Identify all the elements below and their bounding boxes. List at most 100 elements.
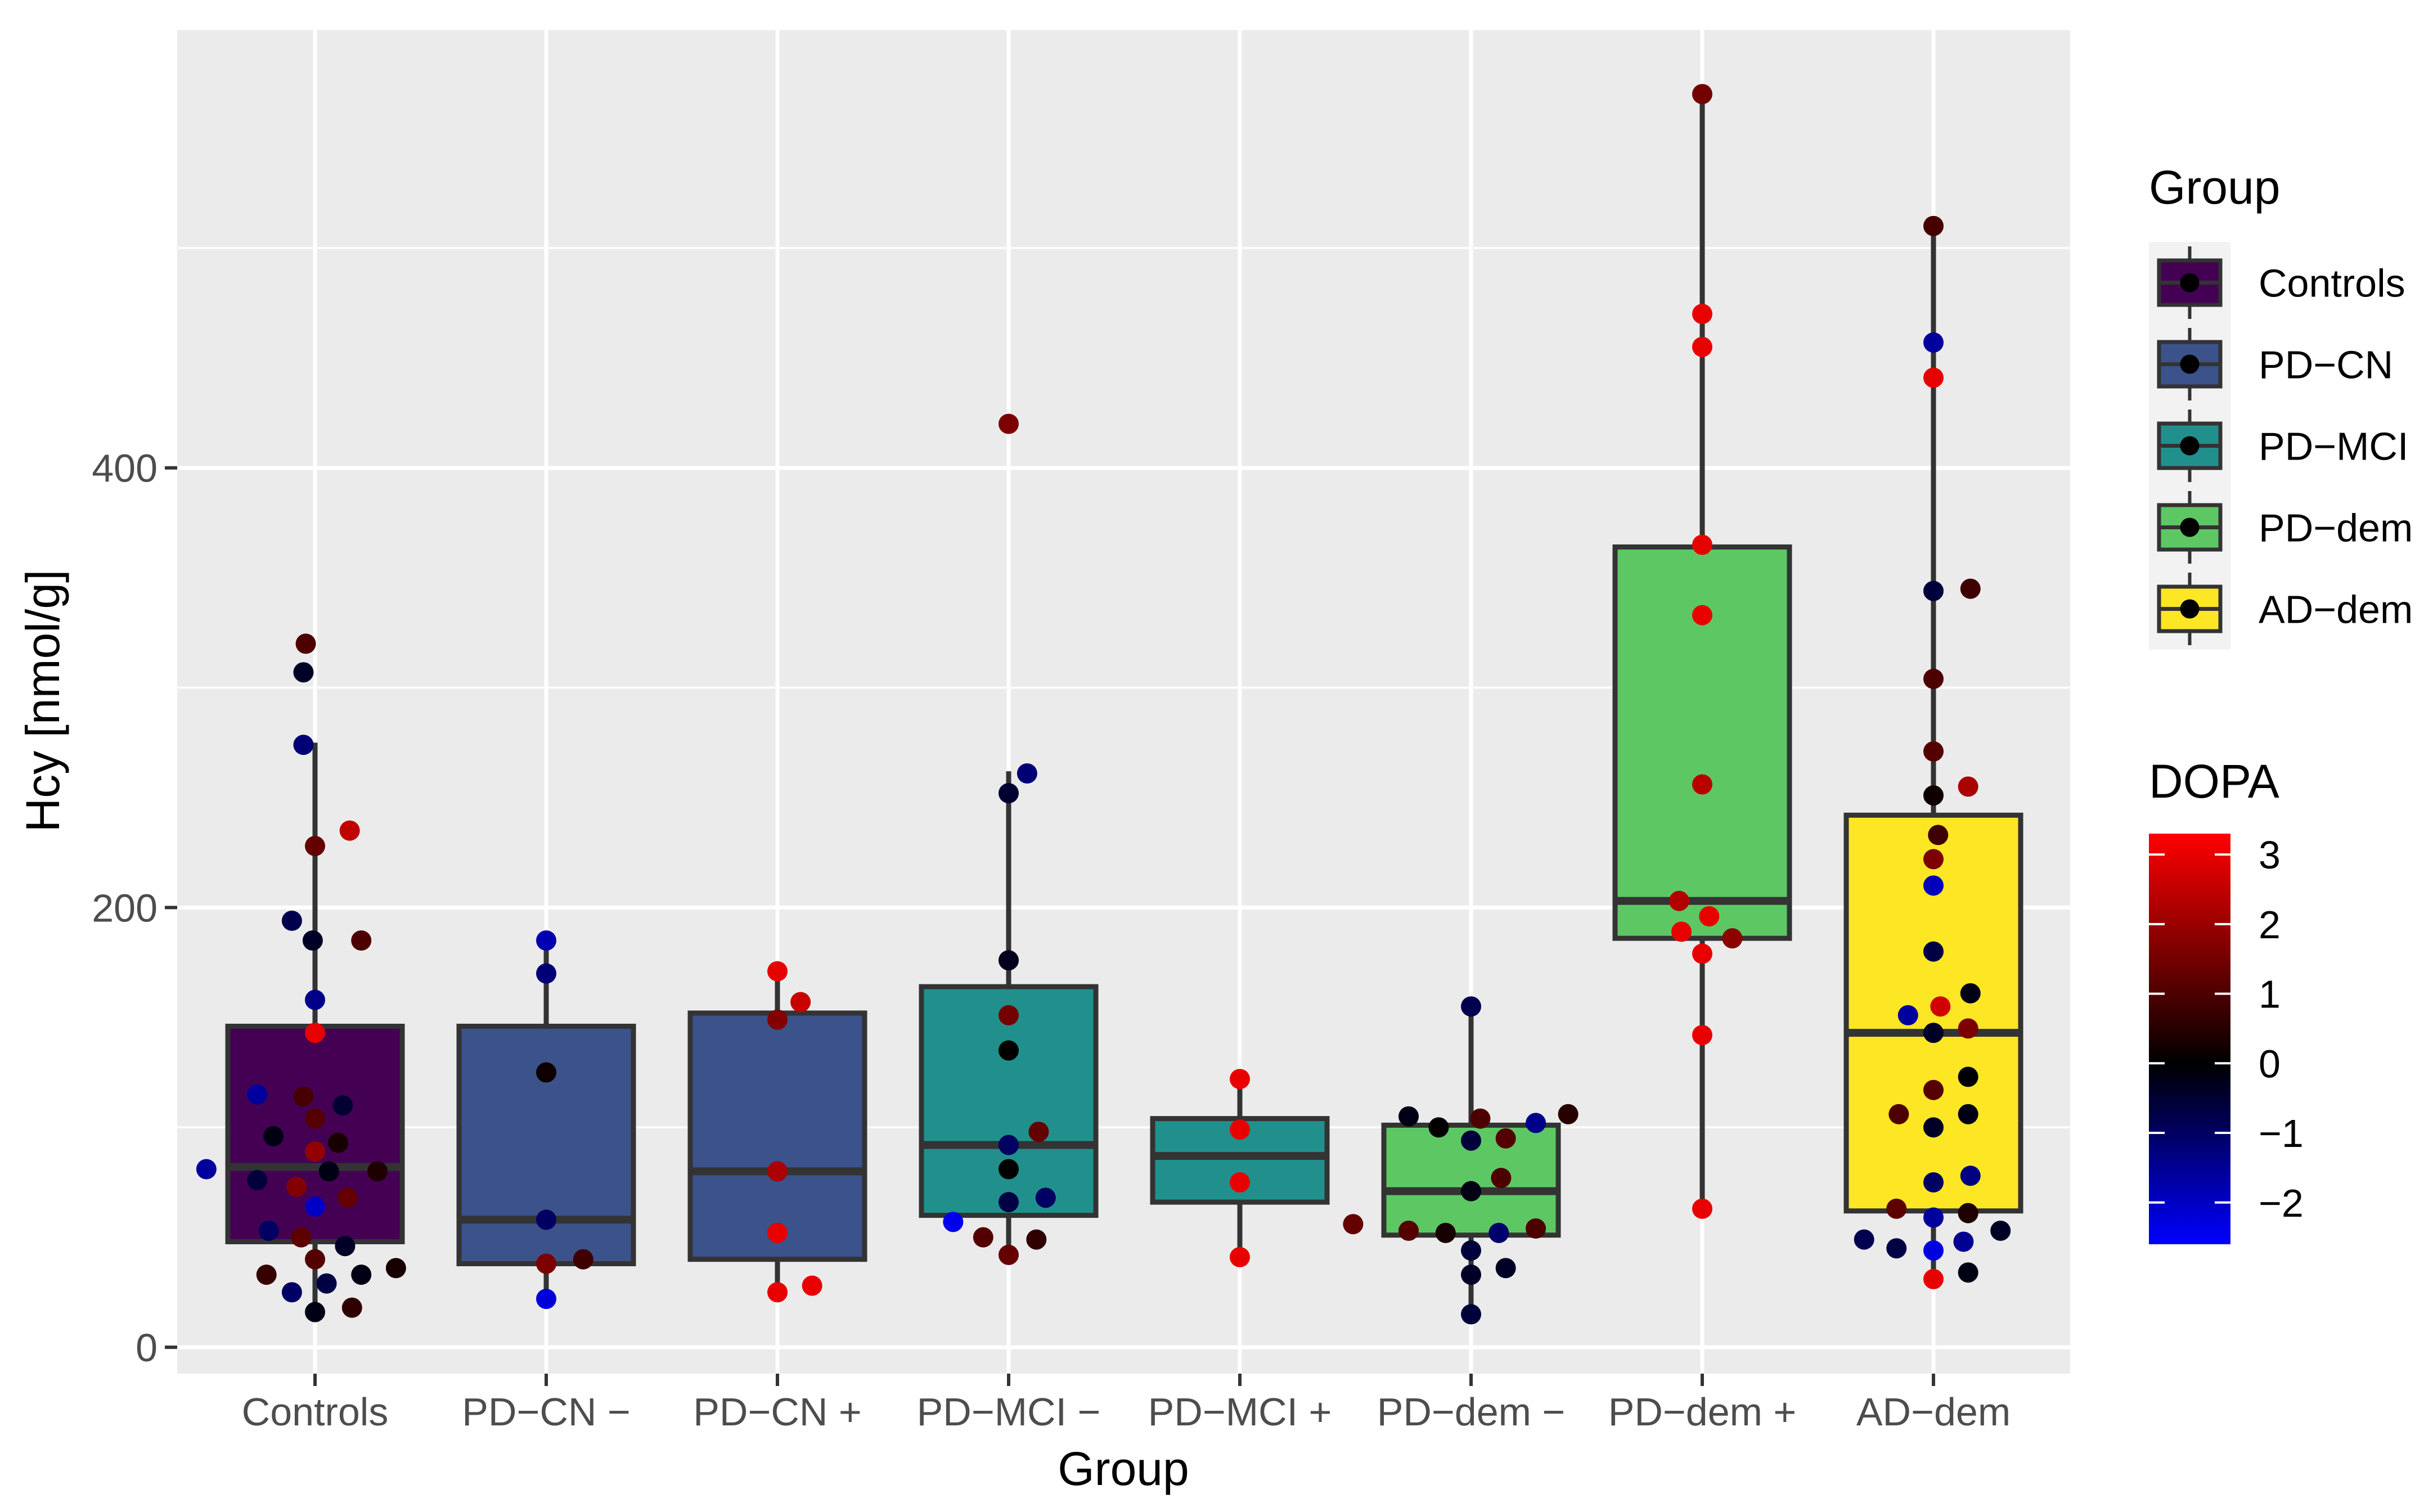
data-point — [1923, 668, 1944, 689]
x-tick-label: AD−dem — [1856, 1390, 2011, 1434]
data-point — [999, 1135, 1019, 1155]
data-point — [1923, 580, 1944, 601]
data-point — [1958, 776, 1978, 797]
y-tick-label: 0 — [136, 1326, 158, 1370]
data-point — [1028, 1122, 1049, 1142]
data-point — [305, 835, 325, 856]
axes: 0 200 400 Controls PD−CN − PD−CN + PD−MCI − PD−… — [92, 447, 2011, 1434]
data-point — [1692, 304, 1712, 325]
data-point — [1692, 84, 1712, 105]
data-point — [1495, 1128, 1516, 1149]
data-point — [1960, 983, 1981, 1004]
data-point — [1923, 1172, 1944, 1192]
data-point — [281, 1282, 302, 1303]
data-point — [536, 930, 556, 951]
data-point — [385, 1258, 406, 1279]
data-point — [1923, 1207, 1944, 1228]
data-point — [196, 1159, 217, 1180]
data-point — [536, 1209, 556, 1230]
dopa-legend-title: DOPA — [2149, 755, 2279, 808]
data-point — [351, 1264, 372, 1285]
group-legend-item: AD−dem — [2149, 568, 2413, 650]
x-tick-label: PD−dem + — [1608, 1390, 1797, 1434]
data-point — [1669, 890, 1689, 911]
x-axis-title: Group — [1058, 1442, 1189, 1495]
data-point — [790, 992, 811, 1012]
data-point — [1017, 763, 1037, 784]
colorbar-tick-label: 2 — [2259, 903, 2281, 947]
box-6 — [1381, 1006, 1561, 1317]
data-point — [999, 413, 1019, 434]
data-point — [1526, 1218, 1546, 1239]
data-point — [1923, 941, 1944, 962]
data-point — [1953, 1231, 1974, 1252]
data-point — [1888, 1104, 1909, 1124]
data-point — [1886, 1198, 1907, 1219]
data-point — [293, 662, 314, 683]
data-point — [1692, 534, 1712, 555]
data-point — [1923, 1079, 1944, 1100]
data-point — [1343, 1214, 1364, 1235]
data-point — [1886, 1238, 1907, 1259]
data-point — [1398, 1106, 1419, 1127]
data-point — [1461, 996, 1481, 1017]
data-point — [1958, 1203, 1978, 1223]
data-point — [351, 930, 372, 951]
data-point — [1461, 1264, 1481, 1285]
legend-key-point — [2180, 518, 2200, 537]
data-point — [337, 1187, 358, 1208]
legend-key-point — [2180, 354, 2200, 374]
data-point — [341, 1297, 362, 1318]
data-point — [293, 735, 314, 755]
colorbar-tick-label: 3 — [2259, 833, 2281, 877]
data-point — [536, 1289, 556, 1310]
group-legend-item: PD−MCI — [2149, 405, 2408, 487]
data-point — [328, 1132, 349, 1153]
dopa-colorbar-legend: DOPA 3 2 1 0 −1 −2 — [2149, 755, 2304, 1244]
colorbar-tick-label: −2 — [2259, 1181, 2304, 1225]
data-point — [1958, 1066, 1978, 1087]
data-point — [1958, 1104, 1978, 1124]
data-point — [335, 1236, 356, 1257]
data-point — [1958, 1262, 1978, 1283]
data-point — [293, 1086, 314, 1107]
data-point — [1671, 921, 1692, 942]
data-point — [767, 961, 788, 982]
data-point — [305, 1196, 325, 1217]
group-legend-label: Controls — [2259, 262, 2405, 305]
data-point — [973, 1227, 993, 1248]
legend-key-point — [2180, 273, 2200, 292]
data-point — [305, 1023, 325, 1043]
data-point — [1923, 332, 1944, 353]
data-point — [1958, 1018, 1978, 1039]
data-point — [1923, 741, 1944, 762]
x-tick-label: Controls — [242, 1390, 389, 1434]
data-point — [1461, 1240, 1481, 1261]
data-point — [258, 1220, 279, 1241]
data-point — [767, 1161, 788, 1182]
data-point — [1230, 1069, 1250, 1090]
group-legend-label: AD−dem — [2259, 588, 2413, 632]
data-point — [1692, 1198, 1712, 1219]
data-point — [1960, 578, 1981, 599]
data-point — [767, 1222, 788, 1243]
box-body — [687, 1010, 867, 1262]
data-points — [196, 84, 2011, 1325]
data-point — [1923, 1268, 1944, 1289]
data-point — [316, 1273, 337, 1294]
data-point — [536, 1062, 556, 1083]
data-point — [1491, 1168, 1512, 1189]
data-point — [1928, 825, 1949, 845]
legend-key-point — [2180, 599, 2200, 619]
data-point — [999, 1192, 1019, 1213]
data-point — [1699, 906, 1720, 927]
data-point — [1990, 1220, 2011, 1241]
dopa-colorbar — [2149, 834, 2230, 1244]
y-tick-label: 400 — [92, 447, 158, 490]
data-point — [1923, 215, 1944, 236]
data-point — [999, 1040, 1019, 1061]
data-point — [943, 1212, 964, 1232]
data-point — [367, 1161, 388, 1182]
data-point — [247, 1170, 268, 1191]
